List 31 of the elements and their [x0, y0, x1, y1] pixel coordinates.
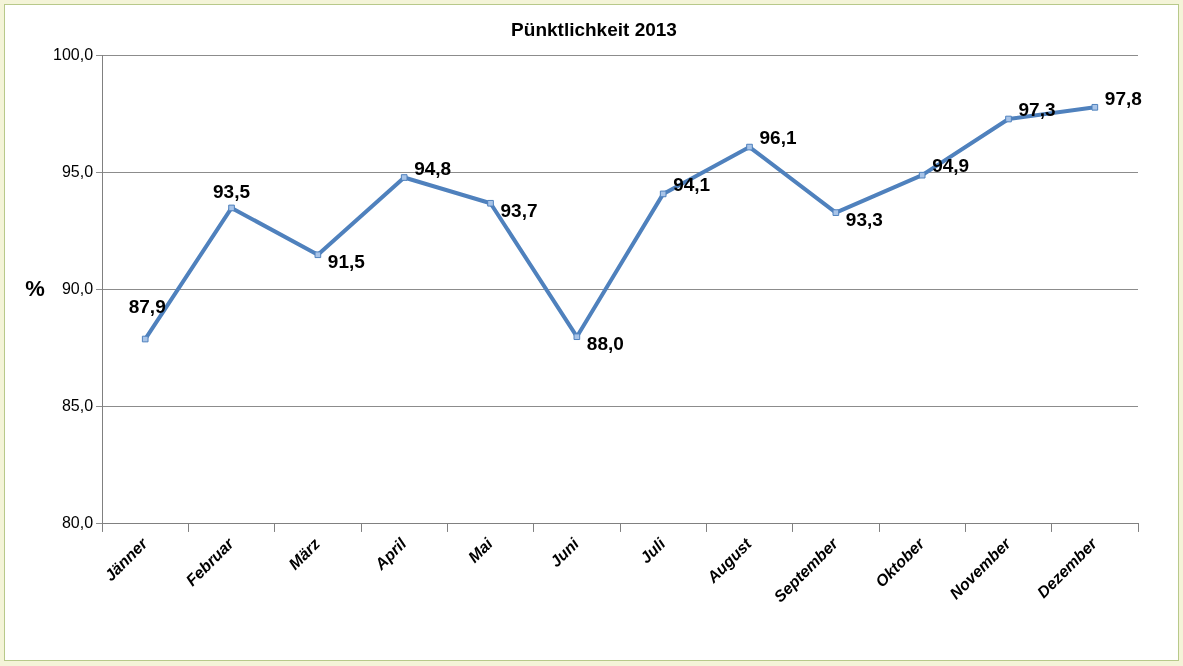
x-tick-label: Mai [464, 534, 497, 566]
point [400, 174, 408, 181]
y-tick-label: 95,0 [61, 163, 94, 181]
point [659, 190, 667, 198]
point [918, 171, 926, 179]
point [573, 333, 581, 341]
data-label: 93,3 [845, 208, 883, 230]
data-label: 93,5 [213, 180, 251, 202]
y-tick-label: 80,0 [61, 514, 94, 532]
point [141, 335, 149, 343]
data-label: 94,8 [414, 157, 452, 179]
x-tick-label: Juli [636, 534, 669, 567]
data-label: 97,8 [1104, 87, 1142, 109]
point [314, 251, 322, 259]
point [832, 209, 840, 216]
data-label: 88,0 [586, 332, 624, 354]
point [228, 204, 235, 212]
data-label: 87,9 [128, 295, 166, 317]
y-tick-label: 90,0 [61, 280, 94, 298]
data-label: 91,5 [327, 251, 366, 272]
data-label: 94,9 [932, 155, 970, 177]
point [487, 199, 494, 207]
chart-title: Pünktlichkeit 2013 [511, 18, 677, 40]
point [1091, 103, 1099, 111]
data-label: 93,7 [500, 199, 538, 221]
point [1005, 115, 1012, 123]
point [746, 143, 753, 151]
y-axis-title: % [25, 275, 45, 301]
y-tick-label: 100,0 [52, 46, 94, 64]
y-tick-label: 85,0 [61, 397, 94, 415]
data-label: 96,1 [759, 127, 797, 149]
